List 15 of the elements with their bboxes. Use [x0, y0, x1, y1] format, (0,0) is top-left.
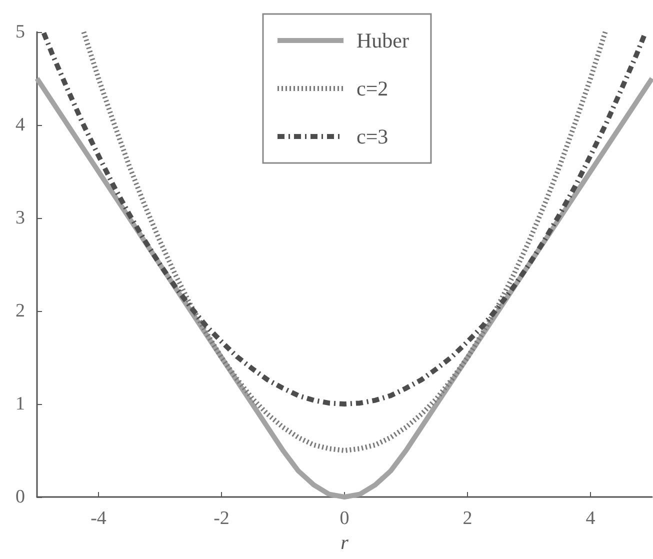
y-tick-label: 4 [16, 114, 26, 136]
x-axis-title: r [340, 532, 349, 554]
y-tick-label: 2 [16, 300, 25, 322]
x-tick-label: 2 [462, 508, 472, 529]
y-tick-label: 1 [16, 394, 25, 414]
y-tick-label: 0 [16, 486, 25, 508]
x-tick-label: -2 [214, 508, 230, 529]
x-tick-label: 4 [586, 508, 596, 529]
y-tick-label: 5 [16, 22, 25, 42]
legend-label: c=3 [356, 124, 388, 148]
x-tick-label: 0 [340, 508, 350, 529]
legend-label: c=2 [356, 76, 388, 100]
y-tick-label: 3 [16, 208, 25, 228]
x-tick-label: -4 [90, 508, 107, 529]
legend-label: Huber [356, 28, 409, 52]
